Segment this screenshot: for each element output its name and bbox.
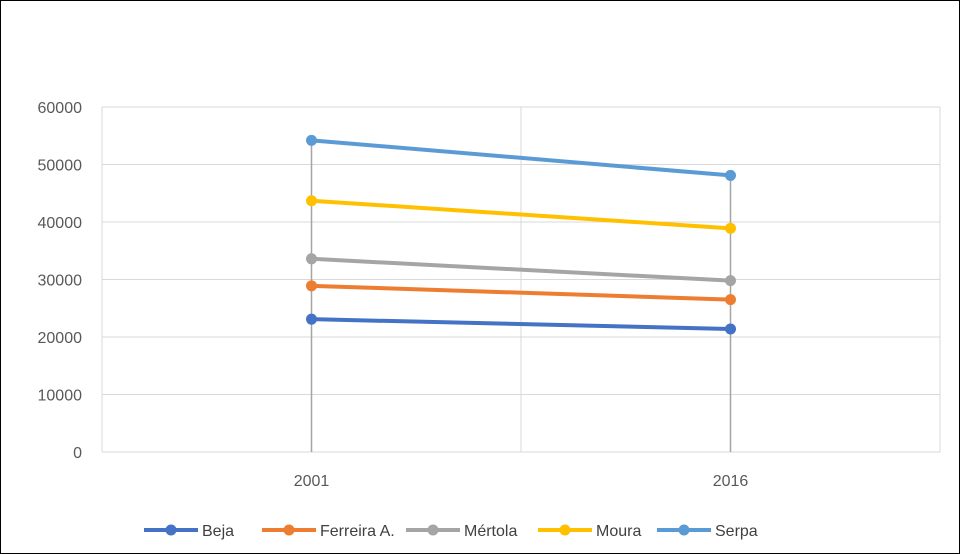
data-point-beja [725,323,736,335]
legend-label: Moura [596,523,641,540]
y-tick-label: 20000 [38,330,83,347]
legend-label: Serpa [715,523,758,540]
data-point-moura [306,195,317,207]
y-tick-label: 60000 [38,100,83,117]
y-tick-label: 10000 [38,388,83,405]
y-tick-label: 40000 [38,215,83,232]
data-point-ferreira-a [725,294,736,306]
legend-marker [283,524,295,536]
data-point-beja [306,313,317,325]
data-point-m-rtola [306,253,317,265]
series-line-ferreira-a [309,283,733,302]
legend-label: Mértola [464,523,517,540]
legend-label: Ferreira A. [320,523,395,540]
y-tick-label: 30000 [38,273,83,290]
x-tick-label: 2001 [294,473,330,490]
legend-marker [559,524,571,536]
data-point-serpa [306,134,317,146]
x-tick-label: 2016 [713,473,749,490]
data-point-serpa [725,169,736,181]
data-point-moura [725,222,736,234]
series-line-serpa [309,138,733,178]
data-point-ferreira-a [306,280,317,292]
series-line-moura [309,198,733,231]
series-line-m-rtola [309,256,733,283]
legend-label: Beja [202,523,234,540]
y-tick-label: 0 [73,445,82,462]
legend-marker [165,524,177,536]
legend-marker [427,524,439,536]
series-line-beja [309,317,733,331]
legend-marker [678,524,690,536]
data-point-m-rtola [725,275,736,287]
y-tick-label: 50000 [38,158,83,175]
